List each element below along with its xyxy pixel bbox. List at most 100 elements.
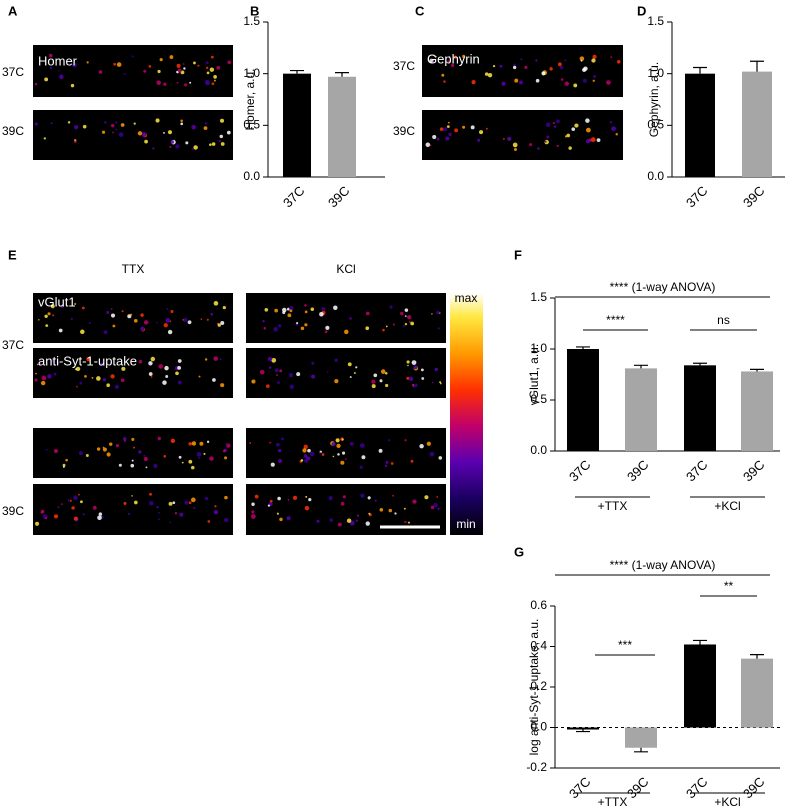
puncta bbox=[110, 313, 116, 318]
puncta bbox=[177, 366, 182, 370]
puncta bbox=[267, 504, 271, 507]
puncta bbox=[112, 131, 114, 134]
puncta bbox=[585, 127, 591, 133]
puncta bbox=[211, 82, 215, 86]
group-label: +TTX bbox=[598, 499, 628, 513]
puncta bbox=[44, 314, 48, 319]
puncta bbox=[92, 505, 97, 510]
puncta bbox=[410, 459, 414, 463]
puncta bbox=[220, 142, 225, 146]
puncta bbox=[279, 517, 283, 522]
puncta bbox=[499, 64, 503, 68]
puncta bbox=[288, 372, 294, 378]
puncta bbox=[177, 68, 182, 73]
puncta bbox=[213, 356, 218, 361]
puncta bbox=[86, 357, 91, 362]
puncta bbox=[434, 367, 438, 372]
puncta bbox=[58, 328, 63, 333]
puncta bbox=[127, 512, 131, 516]
puncta bbox=[110, 374, 115, 379]
puncta bbox=[86, 61, 89, 64]
puncta bbox=[319, 312, 324, 317]
puncta bbox=[277, 448, 282, 453]
puncta bbox=[141, 132, 147, 137]
puncta bbox=[571, 127, 576, 132]
puncta bbox=[122, 437, 127, 441]
bar bbox=[625, 368, 657, 451]
puncta bbox=[225, 442, 228, 446]
y-tick-label: 1.5 bbox=[243, 14, 260, 28]
y-axis-label: Homer, a.u. bbox=[243, 68, 257, 130]
puncta bbox=[342, 495, 346, 499]
puncta bbox=[484, 72, 489, 76]
puncta bbox=[334, 358, 338, 362]
puncta bbox=[200, 318, 203, 320]
puncta bbox=[520, 58, 523, 61]
puncta bbox=[158, 364, 163, 369]
significance-label: ** bbox=[724, 579, 734, 593]
puncta bbox=[316, 519, 320, 523]
bar bbox=[283, 73, 311, 177]
puncta bbox=[189, 81, 192, 84]
puncta bbox=[58, 69, 60, 72]
puncta bbox=[196, 452, 202, 457]
y-tick-label: 0.0 bbox=[243, 169, 260, 183]
puncta bbox=[394, 512, 397, 515]
puncta bbox=[183, 317, 188, 322]
puncta bbox=[341, 438, 344, 441]
puncta bbox=[220, 383, 225, 388]
puncta bbox=[204, 358, 208, 361]
puncta bbox=[340, 460, 345, 465]
puncta bbox=[120, 378, 125, 383]
puncta bbox=[157, 69, 161, 74]
puncta bbox=[337, 522, 342, 527]
puncta bbox=[222, 305, 226, 310]
puncta bbox=[96, 447, 101, 451]
puncta bbox=[328, 496, 333, 501]
error-bar bbox=[693, 639, 707, 645]
puncta bbox=[429, 58, 434, 63]
puncta bbox=[71, 506, 75, 510]
puncta bbox=[138, 450, 142, 454]
y-axis-label: log anti-Syt-1 uptake, a.u. bbox=[527, 619, 541, 756]
error-bar bbox=[750, 654, 764, 659]
puncta bbox=[67, 121, 71, 124]
puncta bbox=[453, 55, 457, 59]
bar bbox=[684, 644, 716, 728]
puncta bbox=[390, 462, 394, 465]
puncta bbox=[174, 512, 178, 515]
x-tick-label: 39C bbox=[740, 774, 767, 801]
puncta bbox=[442, 127, 448, 132]
puncta bbox=[309, 451, 315, 457]
puncta bbox=[408, 376, 414, 382]
puncta bbox=[436, 310, 440, 315]
puncta bbox=[462, 54, 466, 58]
x-tick-label: 37C bbox=[566, 457, 593, 484]
puncta bbox=[193, 506, 196, 509]
puncta bbox=[181, 461, 184, 464]
puncta bbox=[585, 118, 590, 123]
puncta bbox=[209, 456, 214, 461]
puncta bbox=[96, 376, 101, 381]
puncta bbox=[470, 125, 475, 130]
puncta bbox=[115, 128, 118, 131]
colorbar-label: min bbox=[456, 517, 475, 531]
puncta bbox=[251, 379, 256, 384]
puncta bbox=[592, 54, 597, 59]
puncta bbox=[333, 305, 338, 310]
puncta bbox=[48, 53, 53, 58]
puncta bbox=[213, 301, 219, 306]
puncta bbox=[566, 133, 571, 138]
puncta bbox=[355, 519, 359, 522]
puncta bbox=[75, 366, 81, 372]
puncta bbox=[311, 374, 316, 379]
puncta bbox=[407, 315, 412, 320]
puncta bbox=[360, 493, 365, 498]
puncta bbox=[559, 65, 564, 70]
puncta bbox=[152, 147, 155, 150]
puncta bbox=[84, 375, 87, 378]
puncta bbox=[206, 318, 209, 321]
puncta bbox=[380, 369, 386, 374]
puncta bbox=[324, 330, 328, 334]
